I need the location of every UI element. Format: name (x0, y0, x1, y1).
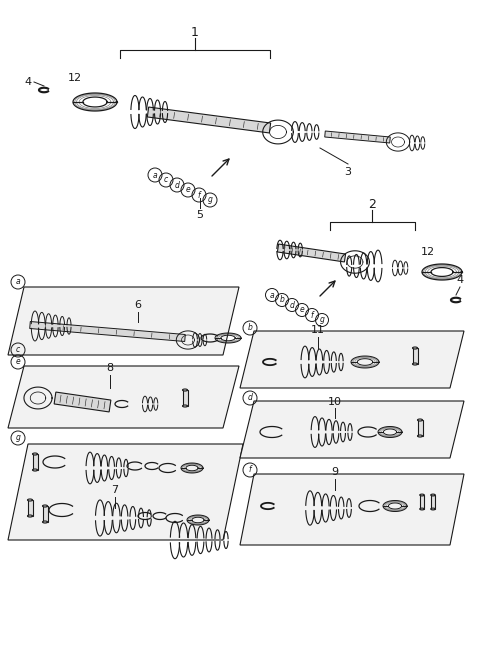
Text: 6: 6 (134, 300, 142, 310)
Ellipse shape (431, 508, 435, 510)
Ellipse shape (412, 363, 418, 365)
Ellipse shape (418, 419, 422, 421)
Polygon shape (325, 131, 390, 143)
Polygon shape (8, 444, 243, 540)
Ellipse shape (420, 494, 424, 496)
Text: f: f (198, 190, 200, 199)
Ellipse shape (182, 389, 188, 391)
Ellipse shape (418, 435, 422, 437)
Text: 3: 3 (345, 167, 351, 177)
Polygon shape (240, 474, 464, 545)
Text: 4: 4 (24, 77, 32, 87)
Ellipse shape (27, 515, 33, 517)
Text: e: e (16, 358, 20, 367)
Text: e: e (186, 186, 191, 194)
Text: 11: 11 (311, 325, 325, 335)
Text: d: d (289, 300, 294, 310)
Polygon shape (277, 244, 346, 262)
Ellipse shape (27, 499, 33, 501)
Ellipse shape (182, 405, 188, 407)
Text: g: g (15, 434, 21, 443)
Text: b: b (248, 323, 252, 333)
Text: d: d (248, 394, 252, 403)
Polygon shape (30, 321, 185, 342)
Polygon shape (8, 366, 239, 428)
Text: 12: 12 (421, 247, 435, 257)
Text: 7: 7 (111, 485, 119, 495)
Text: c: c (16, 346, 20, 354)
Polygon shape (240, 401, 464, 458)
Bar (43, 506, 48, 522)
Ellipse shape (420, 508, 424, 510)
Text: 12: 12 (68, 73, 82, 83)
Text: f: f (249, 466, 252, 474)
Text: a: a (16, 277, 20, 287)
Polygon shape (240, 331, 464, 388)
Text: d: d (175, 180, 180, 190)
Text: 4: 4 (456, 275, 464, 285)
Text: 8: 8 (107, 363, 114, 373)
Bar (27, 500, 33, 516)
Text: a: a (270, 291, 274, 300)
Ellipse shape (43, 505, 48, 507)
Text: 1: 1 (191, 26, 199, 39)
Text: a: a (153, 171, 157, 180)
Text: c: c (164, 176, 168, 184)
Text: 5: 5 (196, 210, 204, 220)
Bar (182, 390, 188, 406)
Ellipse shape (33, 453, 37, 455)
Text: e: e (300, 306, 304, 314)
Text: 2: 2 (368, 197, 376, 211)
Ellipse shape (33, 469, 37, 471)
Polygon shape (8, 287, 239, 355)
Polygon shape (54, 392, 111, 412)
Text: f: f (311, 310, 313, 319)
Text: 10: 10 (328, 397, 342, 407)
Text: 9: 9 (331, 467, 338, 477)
Ellipse shape (43, 521, 48, 523)
Bar (412, 348, 418, 364)
Text: g: g (320, 316, 324, 325)
Ellipse shape (412, 347, 418, 349)
Bar (431, 495, 435, 509)
Polygon shape (147, 107, 271, 133)
Ellipse shape (431, 494, 435, 496)
Text: b: b (279, 295, 285, 304)
Text: g: g (207, 195, 213, 205)
Bar (33, 454, 37, 470)
Bar (420, 495, 424, 509)
Bar (418, 420, 422, 436)
